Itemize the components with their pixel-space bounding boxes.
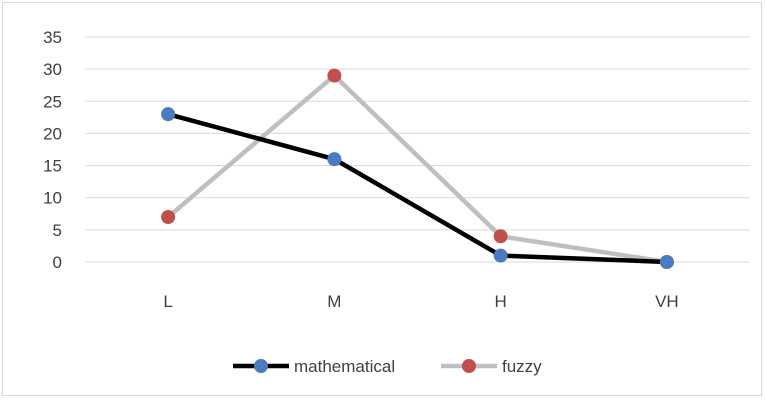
- x-tick-label-m: M: [327, 292, 341, 311]
- point-mathematical-l: [161, 107, 176, 122]
- y-tick-label: 35: [43, 28, 62, 47]
- x-axis-ticks: L M H VH: [163, 292, 678, 311]
- y-axis-ticks: 0 5 10 15 20 25 30 35: [43, 28, 62, 272]
- point-mathematical-h: [493, 248, 508, 263]
- point-fuzzy-h: [493, 229, 508, 244]
- y-tick-label: 10: [43, 189, 62, 208]
- x-tick-label-l: L: [163, 292, 172, 311]
- point-mathematical-m: [327, 152, 342, 167]
- y-tick-label: 0: [53, 253, 62, 272]
- x-tick-label-h: H: [494, 292, 506, 311]
- series-line-mathematical: [165, 111, 670, 265]
- y-tick-label: 25: [43, 92, 62, 111]
- y-tick-label: 5: [53, 221, 62, 240]
- legend-marker-fuzzy: [462, 359, 476, 373]
- chart-frame: [2, 2, 762, 396]
- series-line-fuzzy: [165, 73, 670, 265]
- point-fuzzy-m: [327, 68, 342, 83]
- series-lines: [165, 73, 670, 265]
- y-tick-label: 15: [43, 157, 62, 176]
- y-tick-label: 30: [43, 60, 62, 79]
- grid-lines: [85, 36, 750, 263]
- series-markers: [161, 68, 674, 269]
- y-tick-label: 20: [43, 124, 62, 143]
- x-tick-label-vh: VH: [655, 292, 679, 311]
- point-fuzzy-l: [161, 210, 176, 224]
- legend: mathematical fuzzy: [233, 357, 542, 376]
- legend-label-fuzzy: fuzzy: [502, 357, 542, 376]
- legend-label-mathematical: mathematical: [294, 357, 395, 376]
- legend-marker-mathematical: [254, 359, 268, 373]
- point-mathematical-vh: [659, 255, 674, 269]
